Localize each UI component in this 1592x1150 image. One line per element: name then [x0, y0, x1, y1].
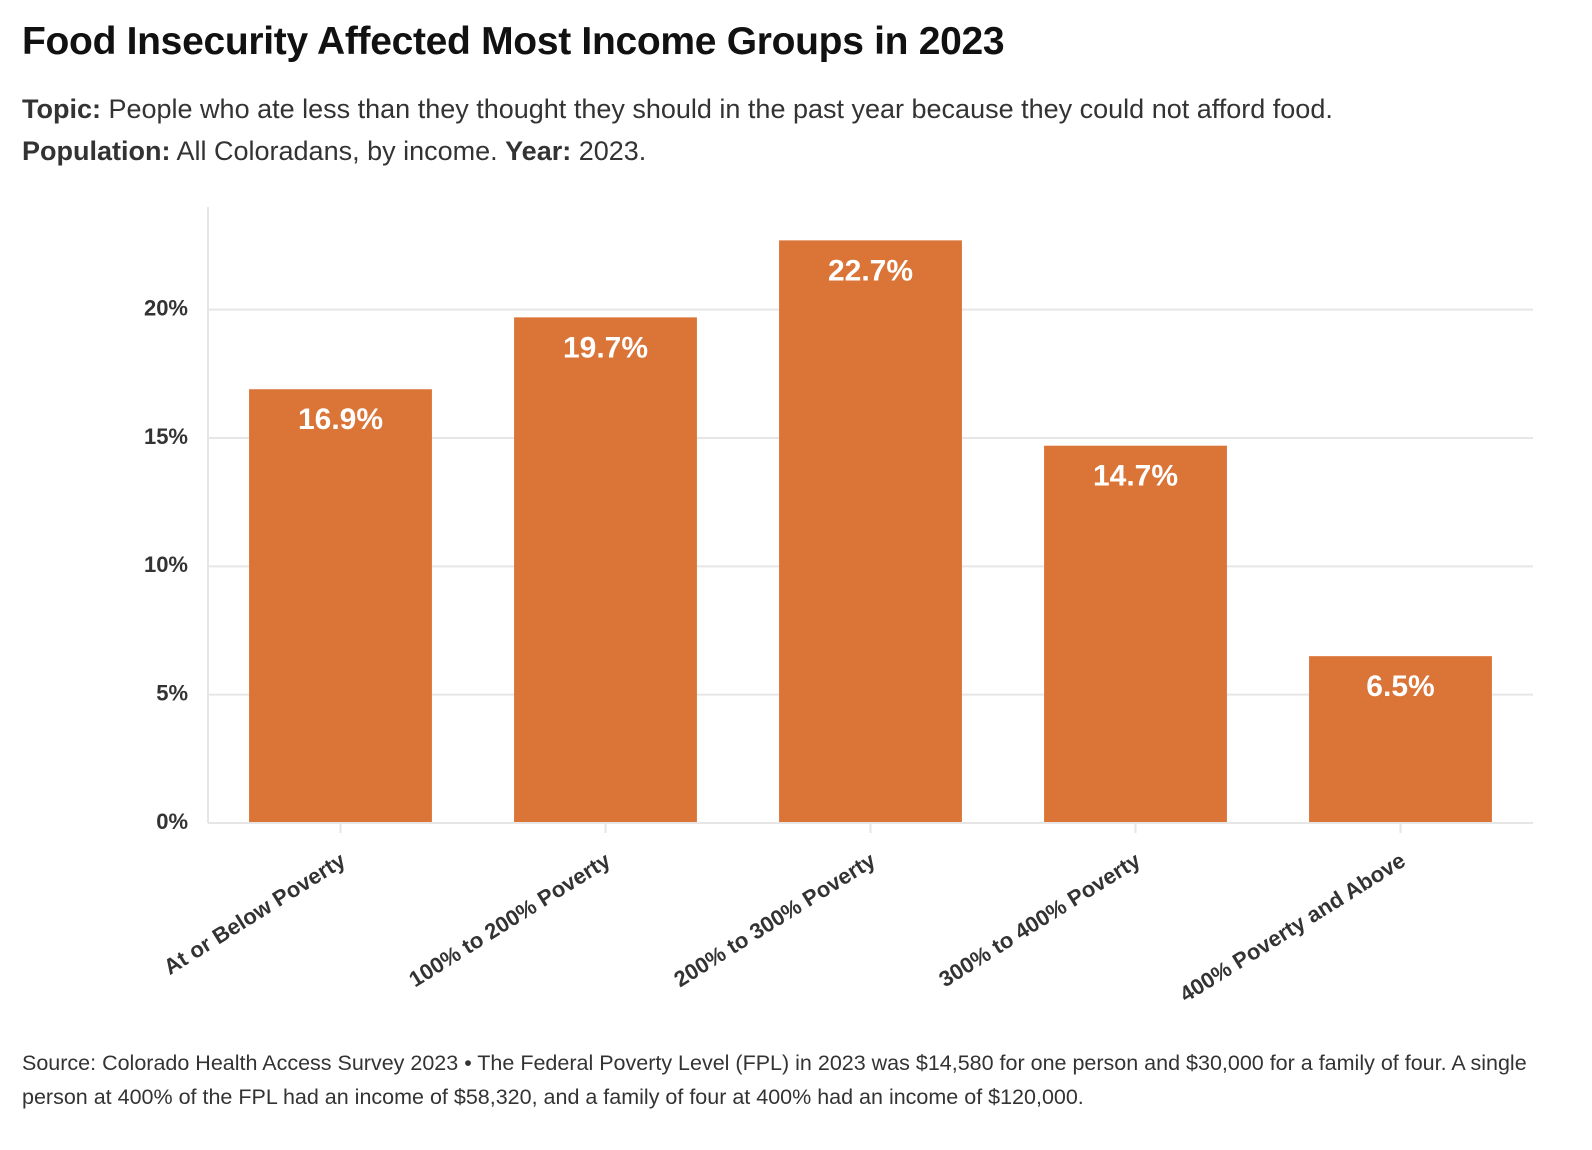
bar-data-label: 6.5% — [1366, 670, 1434, 703]
bar-data-label: 22.7% — [828, 254, 913, 287]
population-label: Population: — [22, 136, 171, 166]
topic-text: People who ate less than they thought th… — [100, 94, 1333, 124]
bar-data-label: 19.7% — [563, 331, 648, 364]
y-tick-label: 0% — [156, 809, 188, 834]
y-tick-label: 5% — [156, 680, 188, 705]
y-tick-label: 20% — [144, 295, 188, 320]
chart-title: Food Insecurity Affected Most Income Gro… — [22, 20, 1005, 63]
x-tick-label: 400% Poverty and Above — [1175, 848, 1409, 1007]
population-text: All Coloradans, by income. — [170, 136, 506, 166]
population-line: Population: All Coloradans, by income. Y… — [22, 130, 1333, 172]
source-note: Source: Colorado Health Access Survey 20… — [22, 1051, 1527, 1109]
bar — [249, 389, 432, 823]
bar — [514, 317, 697, 823]
x-tick-label: 300% to 400% Poverty — [934, 847, 1145, 992]
year-label: Year: — [505, 136, 572, 166]
bar — [1044, 445, 1227, 823]
topic-line: Topic: People who ate less than they tho… — [22, 88, 1333, 130]
y-tick-label: 10% — [144, 552, 188, 577]
x-tick-label: 200% to 300% Poverty — [669, 847, 880, 992]
topic-label: Topic: — [22, 94, 101, 124]
bar-chart: 0% 5% 10% 15% 20% 16.9% At or Below Poverty 19.… — [144, 207, 1533, 1007]
x-tick-label: At or Below Poverty — [159, 847, 350, 979]
bar — [1309, 656, 1492, 823]
chart-subtitle: Topic: People who ate less than they tho… — [22, 88, 1333, 172]
year-text: 2023. — [571, 136, 647, 166]
bar-data-label: 16.9% — [298, 403, 383, 436]
y-tick-label: 15% — [144, 424, 188, 449]
x-tick-label: 100% to 200% Poverty — [404, 847, 615, 992]
bar — [779, 240, 962, 823]
bar-data-label: 14.7% — [1093, 460, 1178, 493]
